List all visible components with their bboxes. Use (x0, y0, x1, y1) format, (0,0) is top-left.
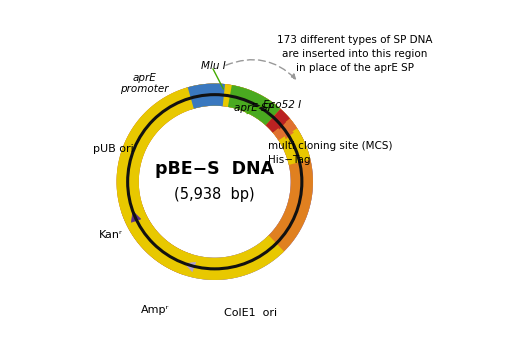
Text: multi cloning site (MCS): multi cloning site (MCS) (268, 141, 392, 151)
Text: (5,938  bp): (5,938 bp) (174, 187, 255, 202)
Text: pBE−S  DNA: pBE−S DNA (155, 160, 275, 178)
Text: aprE
promoter: aprE promoter (120, 73, 169, 94)
Text: pUB ori: pUB ori (93, 144, 134, 154)
Text: aprE SP: aprE SP (234, 103, 273, 113)
Text: Ampʳ: Ampʳ (141, 305, 169, 315)
Text: Kanʳ: Kanʳ (98, 230, 122, 240)
Text: Mlu I: Mlu I (201, 61, 226, 71)
Text: ColE1  ori: ColE1 ori (224, 308, 277, 318)
Text: Eco52 I: Eco52 I (263, 100, 301, 110)
Text: His−Tag: His−Tag (268, 155, 310, 165)
Text: 173 different types of SP DNA
are inserted into this region
in place of the aprE: 173 different types of SP DNA are insert… (277, 35, 433, 73)
